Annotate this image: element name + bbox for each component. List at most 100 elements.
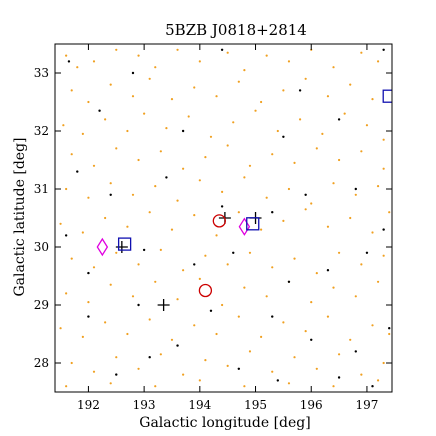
black-source-point [64,234,68,237]
orange-source-point [349,83,352,86]
orange-source-point [232,121,235,124]
orange-source-point [109,182,112,185]
plot-frame [54,43,393,393]
orange-source-point [315,147,318,150]
black-source-point [98,109,101,112]
orange-source-point [126,332,129,336]
black-source-point [310,338,313,341]
orange-source-point [182,167,185,170]
black-source-point [388,327,391,330]
orange-source-point [170,228,174,231]
orange-source-point [343,112,346,115]
orange-source-point [326,315,330,318]
orange-source-point [81,132,84,135]
orange-source-point [65,385,68,388]
axis-ticks: 192 193 194 195 196 197 28 29 30 31 32 33 [34,43,393,412]
black-source-point [142,248,146,252]
orange-source-point [354,295,357,298]
orange-source-point [126,225,129,228]
orange-source-point [365,124,369,127]
orange-source-point [198,60,201,63]
orange-source-point [243,286,246,289]
orange-source-point [193,324,196,327]
y-tick-label: 31 [34,182,49,196]
y-tick-label: 33 [34,66,49,80]
orange-source-point [243,385,246,388]
orange-source-point [304,77,307,80]
black-source-point [87,315,90,318]
black-source-point [87,271,90,275]
square-marker [246,217,260,231]
orange-source-point [215,234,218,237]
orange-source-point [243,176,246,179]
orange-source-point [109,83,112,86]
orange-source-point [243,69,246,72]
x-tick-label: 197 [355,398,378,412]
orange-source-point [360,373,363,376]
orange-source-point [382,254,385,257]
orange-source-point [81,231,84,234]
orange-source-point [126,129,129,133]
orange-source-point [376,379,380,382]
orange-source-point [198,379,201,382]
orange-source-point [131,193,135,196]
black-source-point [382,228,385,231]
orange-source-point [382,167,385,170]
plus-marker [115,241,128,253]
orange-source-point [209,135,213,138]
y-axis-label: Galactic latitude [deg] [12,138,28,297]
orange-source-point [198,277,201,280]
black-source-point [365,251,369,254]
orange-source-point [182,373,185,376]
black-source-point [181,129,185,133]
black-source-point [287,280,291,283]
diamond-marker [96,237,109,257]
orange-source-point [321,132,324,135]
orange-source-point [226,51,229,54]
orange-source-point [176,48,179,51]
orange-source-point [104,118,107,121]
orange-source-point [154,385,157,388]
orange-source-point [104,321,107,324]
orange-source-point [259,228,263,231]
orange-source-point [59,327,62,330]
orange-source-point [376,185,380,188]
square-marker [117,237,132,251]
orange-source-point [326,95,330,98]
orange-source-point [332,286,335,289]
diamond-marker [238,217,251,236]
orange-source-point [371,98,374,101]
orange-source-point [154,280,157,283]
orange-source-point [221,303,224,307]
orange-source-point [137,263,140,266]
black-source-point [76,170,79,173]
orange-source-point [159,248,162,251]
orange-source-point [65,54,68,57]
orange-source-point [349,216,352,220]
orange-source-point [298,118,302,121]
orange-source-point [265,54,268,57]
orange-source-point [70,361,73,365]
black-source-point [282,135,285,138]
x-tick-label: 193 [133,398,156,412]
square-marker [382,89,392,103]
orange-source-point [332,182,335,185]
orange-source-point [170,338,174,341]
orange-source-point [248,251,252,254]
orange-source-point [154,66,157,69]
orange-source-point [282,321,285,324]
orange-source-point [376,60,380,63]
orange-source-point [137,367,140,370]
orange-source-point [109,283,112,286]
orange-source-point [248,164,252,167]
orange-source-point [148,211,151,214]
orange-source-point [92,60,96,63]
orange-source-point [287,382,291,385]
black-source-point [137,303,140,307]
black-source-point [232,251,235,254]
orange-source-point [182,269,185,272]
orange-source-point [204,254,207,257]
orange-source-point [248,350,252,353]
orange-source-point [282,89,285,92]
orange-source-point [221,190,224,193]
